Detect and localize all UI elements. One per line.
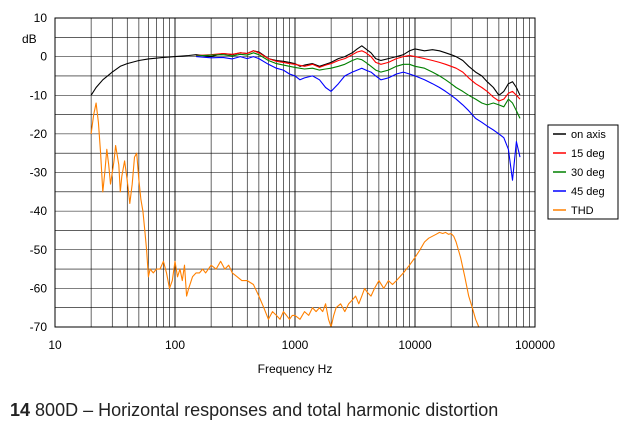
plot-frame [54, 17, 536, 328]
legend: on axis 15 deg 30 deg 45 deg THD [547, 124, 619, 220]
x-tick-label: 1000 [282, 338, 309, 352]
series-line-45-deg [196, 56, 521, 181]
y-tick-label: -40 [30, 204, 48, 218]
caption-text: 800D – Horizontal responses and total ha… [35, 400, 499, 420]
y-tick-labels: 10 0 -10 -20 -30 -40 -50 -60 -70 [30, 11, 48, 334]
y-axis-label: dB [22, 32, 37, 46]
x-tick-label: 10 [48, 338, 62, 352]
series-line-15-deg [196, 50, 521, 102]
figure-caption: 14 800D – Horizontal responses and total… [10, 400, 498, 421]
y-tick-label: -50 [30, 243, 48, 257]
grid [54, 17, 535, 328]
y-tick-label: 0 [40, 50, 47, 64]
y-tick-label: -70 [30, 320, 48, 334]
frequency-response-chart: 100-10-20-30-40-50-60-70 10 100 1000 10000 1… [22, 11, 619, 376]
y-tick-label: -10 [30, 88, 48, 102]
x-tick-label: 100 [165, 338, 185, 352]
legend-entry: 45 deg [571, 186, 605, 198]
legend-entry: 30 deg [571, 167, 605, 179]
x-tick-label: 10000 [398, 338, 432, 352]
y-tick-label: -20 [30, 127, 48, 141]
y-tick-label: -60 [30, 281, 48, 295]
x-axis-label: Frequency Hz [258, 362, 333, 376]
figure-number: 14 [10, 400, 31, 420]
x-tick-labels: 10 100 1000 10000 100000 [48, 338, 555, 352]
series-layer [90, 45, 521, 327]
x-tick-label: 100000 [515, 338, 555, 352]
y-tick-label: -30 [30, 166, 48, 180]
series-line-30-deg [196, 52, 521, 119]
y-tick-label: 10 [34, 11, 48, 25]
legend-entry: 15 deg [571, 148, 605, 160]
legend-entry: on axis [571, 129, 606, 141]
series-line-thd [90, 102, 480, 327]
legend-entry: THD [571, 205, 594, 217]
series-line-on-axis [90, 45, 521, 96]
